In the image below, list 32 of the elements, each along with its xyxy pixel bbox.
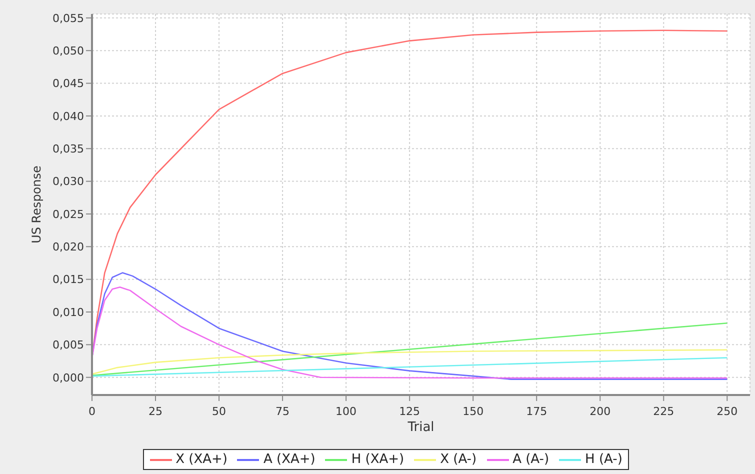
- x-tick-label: 50: [212, 405, 226, 418]
- y-tick-label: 0,045: [52, 77, 84, 90]
- y-tick-label: 0,010: [52, 306, 84, 319]
- x-tick-label: 150: [462, 405, 484, 418]
- y-tick-label: 0,040: [52, 110, 84, 123]
- legend-label: A (XA+): [262, 452, 316, 467]
- legend-label: A (A-): [512, 452, 550, 467]
- x-tick-label: 75: [276, 405, 290, 418]
- line-series: [92, 349, 728, 375]
- legend-label: X (XA+): [174, 452, 228, 467]
- y-tick-label: 0,020: [52, 240, 84, 254]
- x-tick-label: 25: [148, 405, 163, 418]
- x-tick-label: 125: [399, 405, 420, 418]
- y-tick-label: 0,015: [52, 273, 84, 286]
- y-tick-label: 0,030: [52, 175, 84, 188]
- x-tick-label: 250: [716, 405, 738, 418]
- x-tick-label: 0: [88, 405, 96, 418]
- y-tick-label: 0,035: [52, 142, 84, 156]
- y-tick-label: 0,055: [52, 12, 84, 25]
- y-tick-label: 0,050: [52, 44, 84, 58]
- y-tick-label: 0,025: [52, 208, 84, 221]
- legend-label: X (A-): [439, 452, 477, 467]
- x-tick-label: 175: [526, 405, 548, 418]
- y-axis-title: US Response: [29, 166, 44, 244]
- x-tick-label: 225: [653, 405, 674, 418]
- legend-label: H (XA+): [350, 452, 404, 467]
- y-tick-label: 0,005: [52, 338, 84, 352]
- x-tick-label: 100: [336, 405, 357, 418]
- x-tick-label: 200: [590, 405, 611, 418]
- x-axis-title: Trial: [406, 420, 434, 435]
- legend-label: H (A-): [584, 452, 622, 467]
- y-tick-label: 0,000: [52, 371, 84, 384]
